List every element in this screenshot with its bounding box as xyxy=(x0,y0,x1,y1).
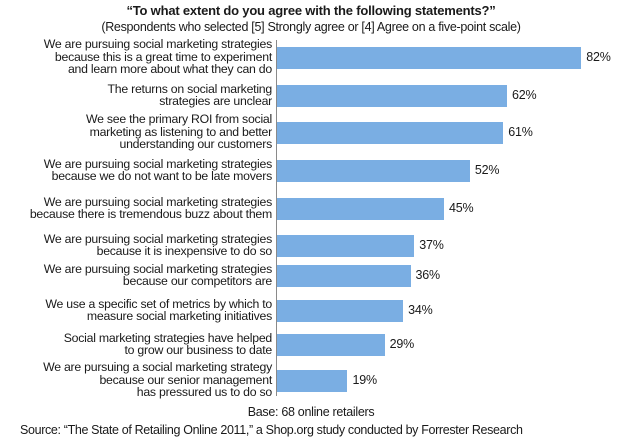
source-note: Source: “The State of Retailing Online 2… xyxy=(20,423,523,437)
value-label: 29% xyxy=(389,337,415,351)
y-axis-line xyxy=(276,40,277,396)
bar xyxy=(277,265,411,287)
category-label: We are pursuing a social marketing strat… xyxy=(43,360,272,400)
category-label: We are pursuing social marketing strateg… xyxy=(43,37,273,77)
bar xyxy=(277,122,504,144)
category-label: We are pursuing social marketing strateg… xyxy=(29,194,272,221)
base-note: Base: 68 online retailers xyxy=(247,405,375,419)
value-label: 61% xyxy=(508,125,533,139)
value-label: 37% xyxy=(419,238,444,252)
category-label: The returns on social marketing strategie… xyxy=(107,81,273,108)
value-label: 62% xyxy=(512,88,537,102)
category-label: We see the primary ROI from social market… xyxy=(85,112,272,152)
bar xyxy=(277,235,415,257)
bar xyxy=(277,334,385,356)
bar xyxy=(277,85,508,107)
category-label: We are pursuing social marketing strateg… xyxy=(43,261,273,288)
value-label: 52% xyxy=(474,163,500,177)
value-label: 36% xyxy=(415,268,441,282)
bar xyxy=(277,47,582,69)
bar xyxy=(277,300,404,322)
chart-title: “To what extent do you agree with the fo… xyxy=(126,3,496,18)
chart-subtitle: (Respondents who selected [5] Strongly a… xyxy=(101,20,521,34)
value-label: 19% xyxy=(352,373,377,387)
category-label: We are pursuing social marketing strateg… xyxy=(43,156,273,183)
bar xyxy=(277,370,348,392)
value-label: 45% xyxy=(448,201,474,215)
bar xyxy=(277,198,444,220)
category-label: We are pursuing social marketing strateg… xyxy=(43,231,273,258)
value-label: 82% xyxy=(586,50,611,64)
category-label: We use a specific set of metrics by whic… xyxy=(45,296,272,323)
value-label: 34% xyxy=(408,303,433,317)
category-label: Social marketing strategies have helped t… xyxy=(63,330,273,357)
bar xyxy=(277,160,470,182)
